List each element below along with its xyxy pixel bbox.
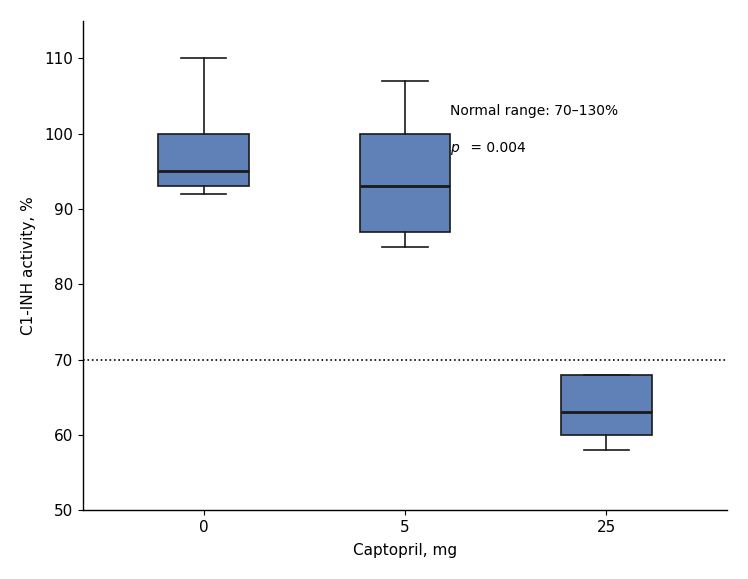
Y-axis label: C1-INH activity, %: C1-INH activity, % — [21, 196, 36, 335]
Text: Normal range: 70–130%: Normal range: 70–130% — [450, 104, 618, 118]
PathPatch shape — [360, 134, 450, 232]
Text: = 0.004: = 0.004 — [466, 141, 526, 155]
PathPatch shape — [561, 375, 652, 435]
Text: p: p — [450, 141, 459, 155]
PathPatch shape — [159, 134, 249, 186]
X-axis label: Captopril, mg: Captopril, mg — [353, 543, 457, 558]
